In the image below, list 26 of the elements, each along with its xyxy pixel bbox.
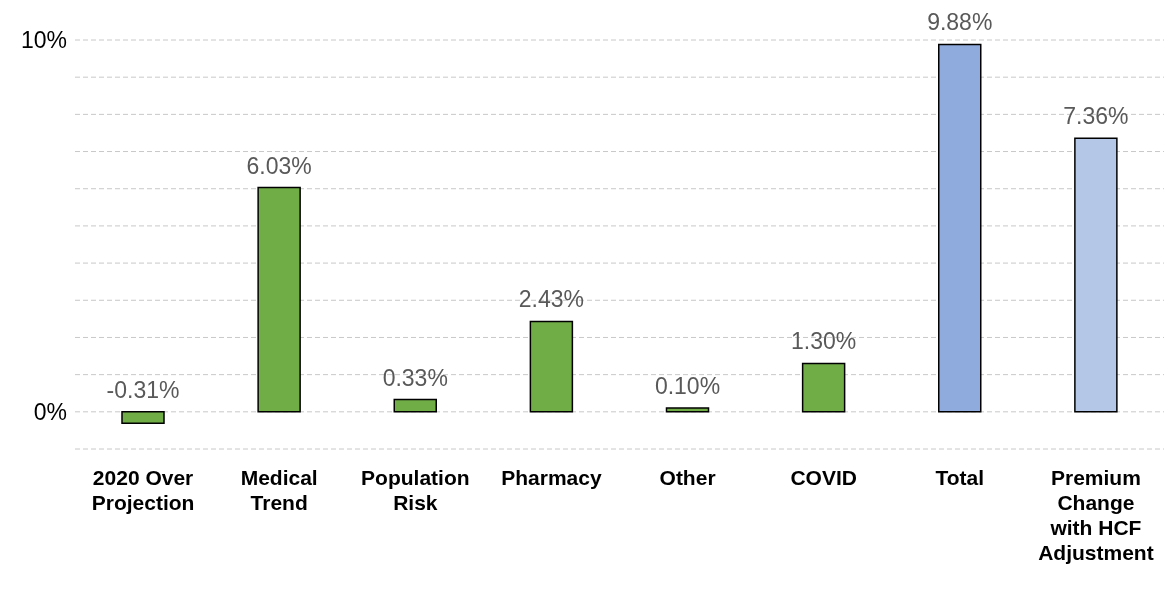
data-label: 7.36%: [1063, 103, 1129, 130]
x-tick-label: Medical Trend: [240, 466, 318, 514]
bar: [529, 320, 574, 413]
bar: [121, 411, 165, 425]
x-tick-label: COVID: [790, 466, 857, 489]
bar: [393, 398, 437, 413]
x-tick-label: 2020 Over Projection: [91, 466, 195, 514]
bar: [257, 186, 301, 413]
bar: [1074, 137, 1118, 413]
data-label: 0.33%: [382, 364, 448, 391]
data-label: 2.43%: [518, 286, 584, 313]
bar: [665, 407, 710, 413]
x-tick-label: Other: [659, 466, 716, 489]
bar: [938, 43, 982, 413]
x-tick-label: Pharmacy: [501, 466, 602, 489]
x-tick-label: Total: [935, 466, 985, 489]
y-tick-label: 0%: [33, 398, 67, 425]
data-label: 6.03%: [246, 152, 312, 179]
data-label: -0.31%: [106, 376, 180, 403]
bar: [801, 362, 846, 413]
y-tick-label: 10%: [20, 27, 67, 54]
x-tick-label: Premium Change with HCF Adjustment: [1038, 466, 1154, 564]
data-label: 1.30%: [791, 328, 857, 355]
x-tick-label: Population Risk: [361, 466, 470, 514]
data-label: 0.10%: [654, 373, 721, 400]
data-label: 9.88%: [927, 9, 993, 36]
